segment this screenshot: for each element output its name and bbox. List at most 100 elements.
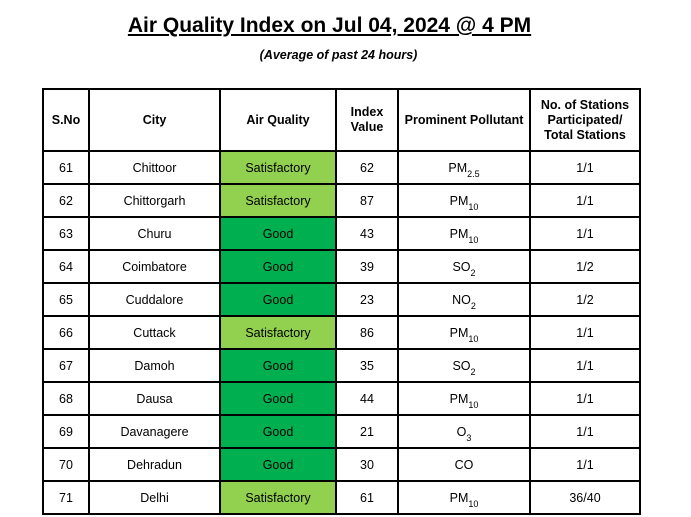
pollutant-subscript: 10 <box>468 399 479 410</box>
pollutant-name: NO <box>452 292 471 307</box>
cell-index-value: 86 <box>335 315 399 350</box>
pollutant-name: PM <box>449 325 469 340</box>
cell-sno: 63 <box>42 216 90 251</box>
cell-index-value: 30 <box>335 447 399 482</box>
cell-city: Damoh <box>88 348 221 383</box>
table-row: 66 Cuttack Satisfactory 86 PM10 1/1 <box>42 315 641 350</box>
cell-sno: 68 <box>42 381 90 416</box>
pollutant-subscript: 2 <box>470 366 476 377</box>
cell-sno: 62 <box>42 183 90 218</box>
cell-stations: 1/1 <box>529 216 641 251</box>
cell-air-quality: Good <box>219 282 337 317</box>
pollutant-name: SO <box>452 259 471 274</box>
cell-pollutant: PM10 <box>397 381 531 416</box>
cell-city: Coimbatore <box>88 249 221 284</box>
cell-pollutant: PM10 <box>397 183 531 218</box>
cell-pollutant: SO2 <box>397 249 531 284</box>
cell-sno: 65 <box>42 282 90 317</box>
pollutant-subscript: 3 <box>466 432 472 443</box>
pollutant-name: O <box>456 424 467 439</box>
cell-pollutant: CO <box>397 447 531 482</box>
cell-pollutant: PM10 <box>397 480 531 515</box>
cell-stations: 1/1 <box>529 414 641 449</box>
cell-index-value: 35 <box>335 348 399 383</box>
page-subtitle: (Average of past 24 hours) <box>259 48 418 62</box>
cell-sno: 66 <box>42 315 90 350</box>
pollutant-name: PM <box>448 160 468 175</box>
table-row: 64 Coimbatore Good 39 SO2 1/2 <box>42 249 641 284</box>
table-row: 61 Chittoor Satisfactory 62 PM2.5 1/1 <box>42 150 641 185</box>
pollutant-subscript: 2 <box>470 300 476 311</box>
page-title: Air Quality Index on Jul 04, 2024 @ 4 PM <box>127 14 532 37</box>
cell-pollutant: O3 <box>397 414 531 449</box>
cell-stations: 1/1 <box>529 447 641 482</box>
cell-stations: 1/1 <box>529 348 641 383</box>
cell-pollutant: PM2.5 <box>397 150 531 185</box>
pollutant-name: PM <box>449 391 469 406</box>
header-stations: No. of Stations Participated/ Total Stat… <box>529 88 641 152</box>
table-row: 69 Davanagere Good 21 O3 1/1 <box>42 414 641 449</box>
cell-sno: 64 <box>42 249 90 284</box>
cell-stations: 1/2 <box>529 282 641 317</box>
table-row: 71 Delhi Satisfactory 61 PM10 36/40 <box>42 480 641 515</box>
cell-air-quality: Good <box>219 447 337 482</box>
cell-stations: 1/1 <box>529 150 641 185</box>
cell-air-quality: Satisfactory <box>219 183 337 218</box>
pollutant-name: CO <box>454 457 474 472</box>
header-pollutant: Prominent Pollutant <box>397 88 531 152</box>
cell-stations: 1/1 <box>529 381 641 416</box>
header-index-value: Index Value <box>335 88 399 152</box>
cell-air-quality: Good <box>219 216 337 251</box>
cell-city: Chittorgarh <box>88 183 221 218</box>
pollutant-subscript: 2 <box>470 267 476 278</box>
aqi-table: S.No City Air Quality Index Value Promin… <box>42 88 641 515</box>
cell-sno: 67 <box>42 348 90 383</box>
pollutant-subscript: 10 <box>468 333 479 344</box>
cell-sno: 69 <box>42 414 90 449</box>
cell-air-quality: Satisfactory <box>219 150 337 185</box>
cell-index-value: 21 <box>335 414 399 449</box>
cell-stations: 1/1 <box>529 183 641 218</box>
cell-stations: 1/1 <box>529 315 641 350</box>
cell-index-value: 61 <box>335 480 399 515</box>
header-row: S.No City Air Quality Index Value Promin… <box>42 88 641 152</box>
cell-city: Davanagere <box>88 414 221 449</box>
cell-pollutant: PM10 <box>397 216 531 251</box>
table-row: 67 Damoh Good 35 SO2 1/1 <box>42 348 641 383</box>
cell-air-quality: Satisfactory <box>219 315 337 350</box>
cell-city: Chittoor <box>88 150 221 185</box>
cell-sno: 71 <box>42 480 90 515</box>
cell-sno: 61 <box>42 150 90 185</box>
pollutant-name: PM <box>449 193 469 208</box>
pollutant-subscript: 10 <box>468 498 479 509</box>
cell-index-value: 62 <box>335 150 399 185</box>
pollutant-name: PM <box>449 490 469 505</box>
cell-pollutant: SO2 <box>397 348 531 383</box>
cell-city: Cuddalore <box>88 282 221 317</box>
header-air-quality: Air Quality <box>219 88 337 152</box>
cell-city: Dausa <box>88 381 221 416</box>
cell-city: Churu <box>88 216 221 251</box>
header-index-line2: Value <box>350 120 384 134</box>
table-row: 68 Dausa Good 44 PM10 1/1 <box>42 381 641 416</box>
cell-pollutant: PM10 <box>397 315 531 350</box>
pollutant-name: SO <box>452 358 471 373</box>
cell-index-value: 43 <box>335 216 399 251</box>
pollutant-subscript: 2.5 <box>467 168 480 179</box>
header-stations-line3: Total Stations <box>544 127 626 142</box>
header-city: City <box>88 88 221 152</box>
header-sno: S.No <box>42 88 90 152</box>
cell-index-value: 23 <box>335 282 399 317</box>
cell-city: Delhi <box>88 480 221 515</box>
cell-city: Dehradun <box>88 447 221 482</box>
pollutant-subscript: 10 <box>468 234 479 245</box>
pollutant-name: PM <box>449 226 469 241</box>
cell-sno: 70 <box>42 447 90 482</box>
table-row: 70 Dehradun Good 30 CO 1/1 <box>42 447 641 482</box>
table-row: 63 Churu Good 43 PM10 1/1 <box>42 216 641 251</box>
cell-air-quality: Satisfactory <box>219 480 337 515</box>
cell-air-quality: Good <box>219 414 337 449</box>
cell-index-value: 39 <box>335 249 399 284</box>
cell-air-quality: Good <box>219 249 337 284</box>
cell-index-value: 87 <box>335 183 399 218</box>
